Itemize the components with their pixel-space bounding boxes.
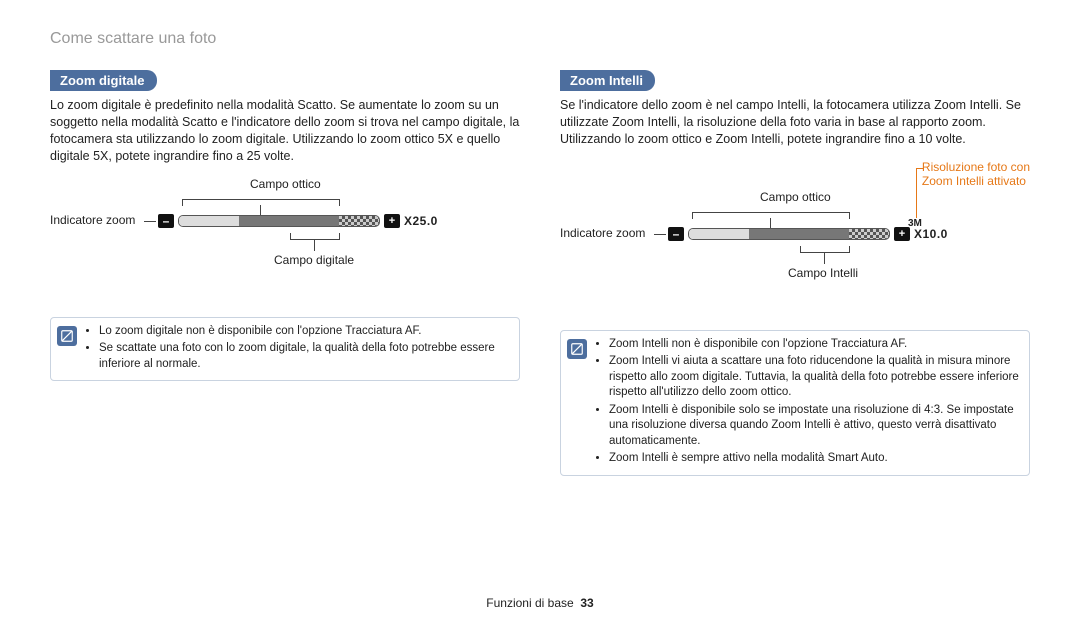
seg-check bbox=[849, 229, 889, 239]
line-digitale-stem bbox=[314, 239, 315, 251]
bracket-ottico-r bbox=[692, 212, 850, 219]
zoom-intelli-body: Se l'indicatore dello zoom è nel campo I… bbox=[560, 97, 1030, 148]
note-icon bbox=[57, 326, 77, 346]
page-title: Come scattare una foto bbox=[50, 30, 1030, 48]
plus-icon: + bbox=[894, 227, 910, 241]
x-value-right: X10.0 bbox=[914, 227, 948, 241]
plus-icon: + bbox=[384, 214, 400, 228]
line-indicatore-right bbox=[654, 234, 666, 235]
zoom-digitale-body: Lo zoom digitale è predefinito nella mod… bbox=[50, 97, 520, 165]
bracket-intelli bbox=[800, 246, 850, 253]
seg-light bbox=[179, 216, 239, 226]
note-item: Se scattate una foto con lo zoom digital… bbox=[99, 341, 509, 372]
minus-icon: – bbox=[668, 227, 684, 241]
label-indicatore-zoom-left: Indicatore zoom bbox=[50, 213, 135, 227]
note-item: Zoom Intelli non è disponibile con l'opz… bbox=[609, 337, 1019, 353]
note-box-right: Zoom Intelli non è disponibile con l'opz… bbox=[560, 330, 1030, 476]
label-indicatore-zoom-right: Indicatore zoom bbox=[560, 226, 645, 240]
label-risoluzione-l2: Zoom Intelli attivato bbox=[922, 174, 1026, 188]
label-risoluzione: Risoluzione foto con Zoom Intelli attiva… bbox=[922, 160, 1030, 188]
label-campo-ottico: Campo ottico bbox=[250, 177, 321, 191]
line-orange-v bbox=[916, 168, 917, 218]
note-box-left: Lo zoom digitale non è disponibile con l… bbox=[50, 317, 520, 382]
seg-dark bbox=[239, 216, 339, 226]
note-item: Lo zoom digitale non è disponibile con l… bbox=[99, 324, 509, 340]
bar-outer-right bbox=[688, 228, 890, 240]
section-title-zoom-digitale: Zoom digitale bbox=[50, 70, 157, 91]
page-footer: Funzioni di base 33 bbox=[0, 596, 1080, 610]
label-risoluzione-l1: Risoluzione foto con bbox=[922, 160, 1030, 174]
zoom-bar-right: – + X10.0 bbox=[668, 226, 948, 242]
note-item: Zoom Intelli è sempre attivo nella modal… bbox=[609, 451, 1019, 467]
label-campo-ottico-r: Campo ottico bbox=[760, 190, 831, 204]
note-item: Zoom Intelli vi aiuta a scattare una fot… bbox=[609, 354, 1019, 401]
footer-section: Funzioni di base bbox=[486, 596, 573, 610]
seg-light bbox=[689, 229, 749, 239]
right-column: Zoom Intelli Se l'indicatore dello zoom … bbox=[560, 70, 1030, 476]
seg-check bbox=[339, 216, 379, 226]
note-list-left: Lo zoom digitale non è disponibile con l… bbox=[85, 324, 509, 375]
seg-dark bbox=[749, 229, 849, 239]
bracket-digitale bbox=[290, 233, 340, 240]
note-icon bbox=[567, 339, 587, 359]
note-list-right: Zoom Intelli non è disponibile con l'opz… bbox=[595, 337, 1019, 469]
line-intelli-stem bbox=[824, 252, 825, 264]
section-title-zoom-intelli: Zoom Intelli bbox=[560, 70, 655, 91]
zoom-bar-left: – + X25.0 bbox=[158, 213, 438, 229]
bracket-ottico bbox=[182, 199, 340, 206]
left-column: Zoom digitale Lo zoom digitale è predefi… bbox=[50, 70, 520, 476]
x-value-left: X25.0 bbox=[404, 214, 438, 228]
minus-icon: – bbox=[158, 214, 174, 228]
bar-outer-left bbox=[178, 215, 380, 227]
note-item: Zoom Intelli è disponibile solo se impos… bbox=[609, 403, 1019, 450]
zoom-digitale-diagram: Campo ottico Indicatore zoom – + X25.0 bbox=[50, 177, 520, 317]
line-indicatore-left bbox=[144, 221, 156, 222]
label-campo-intelli: Campo Intelli bbox=[788, 266, 858, 280]
label-campo-digitale: Campo digitale bbox=[274, 253, 354, 267]
zoom-intelli-diagram: Risoluzione foto con Zoom Intelli attiva… bbox=[560, 160, 1030, 330]
line-orange-h bbox=[916, 168, 924, 169]
footer-page-number: 33 bbox=[580, 596, 593, 610]
